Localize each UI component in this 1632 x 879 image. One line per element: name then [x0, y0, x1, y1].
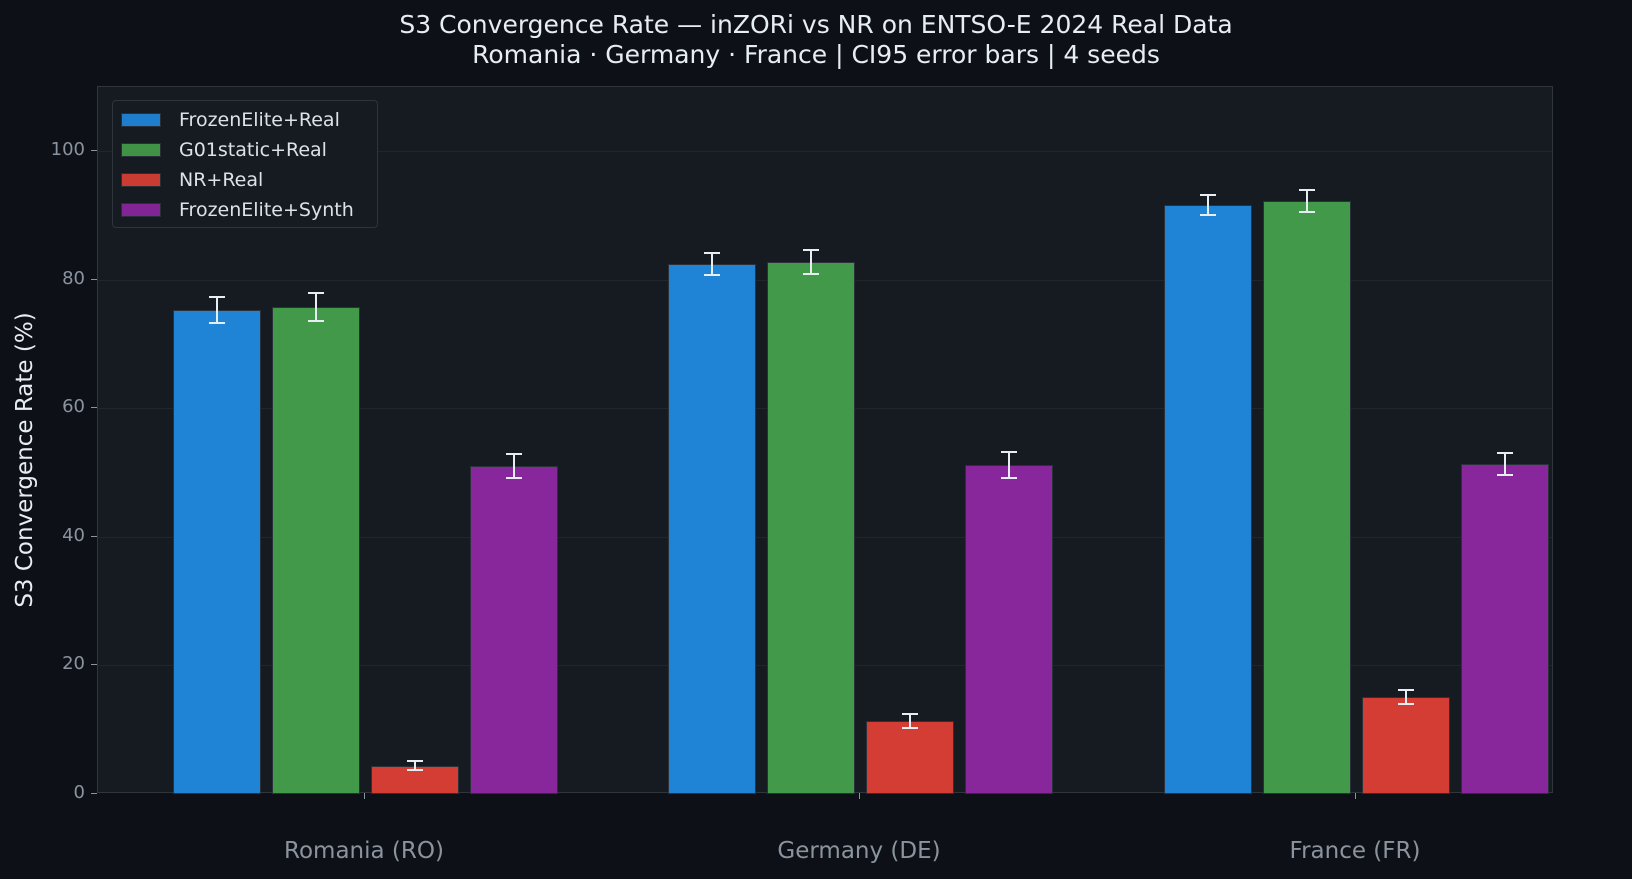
error-bar [908, 713, 911, 728]
y-tick-label: 40 [62, 524, 85, 546]
error-bar-cap [901, 726, 918, 729]
error-bar [710, 253, 713, 276]
error-bar-cap [307, 320, 324, 323]
error-bar-cap [802, 273, 819, 276]
error-bar-cap [1199, 213, 1216, 216]
error-bar-cap [703, 274, 720, 277]
y-tick [91, 278, 97, 280]
error-bar [809, 250, 812, 275]
legend-label: G01static+Real [179, 139, 327, 161]
bar-frozenelite-real-1 [667, 264, 756, 794]
error-bar-cap [505, 477, 522, 480]
legend-label: FrozenElite+Real [179, 109, 340, 131]
bar-frozenelite-real-2 [1163, 205, 1252, 794]
error-bar [1503, 453, 1506, 476]
y-tick [91, 407, 97, 409]
legend-label: NR+Real [179, 169, 264, 191]
bar-frozenelite-synth-1 [964, 464, 1053, 794]
chart-subtitle: Romania · Germany · France | CI95 error … [472, 40, 1160, 69]
y-tick-label: 0 [73, 782, 85, 803]
legend-swatch [121, 113, 161, 127]
error-bar [314, 293, 317, 322]
legend-swatch [121, 173, 161, 187]
error-bar-cap [802, 249, 819, 252]
y-tick [91, 664, 97, 666]
error-bar-cap [208, 295, 225, 298]
y-tick [91, 793, 97, 794]
y-tick [91, 150, 97, 151]
error-bar [413, 761, 416, 771]
bar-frozenelite-synth-2 [1460, 464, 1549, 794]
gridline [98, 151, 1552, 152]
error-bar [1305, 190, 1308, 213]
error-bar-cap [1000, 450, 1017, 453]
error-bar-cap [1000, 476, 1017, 479]
y-axis-title: S3 Convergence Rate (%) [12, 312, 38, 608]
error-bar [512, 453, 515, 479]
error-bar-cap [1298, 189, 1315, 192]
bar-g01static-real-0 [271, 307, 360, 794]
x-tick-label: France (FR) [1289, 838, 1421, 864]
legend-item-frozenelite-synth: FrozenElite+Synth [121, 196, 354, 224]
y-tick [91, 535, 97, 537]
y-tick-label: 80 [62, 267, 85, 289]
y-tick-label: 60 [62, 396, 85, 418]
error-bar-cap [307, 292, 324, 295]
legend-label: FrozenElite+Synth [179, 199, 354, 221]
bar-g01static-real-1 [766, 262, 855, 794]
error-bar [1404, 689, 1407, 704]
x-tick [1355, 793, 1356, 799]
bar-nr-real-2 [1361, 696, 1450, 794]
chart-title: S3 Convergence Rate — inZORi vs NR on EN… [399, 10, 1233, 39]
error-bar [1007, 451, 1010, 478]
bar-g01static-real-2 [1262, 201, 1351, 794]
x-tick-label: Germany (DE) [777, 838, 941, 864]
x-tick [364, 793, 365, 799]
error-bar-cap [1397, 702, 1414, 705]
error-bar [215, 296, 218, 323]
x-tick-label: Romania (RO) [284, 838, 444, 864]
legend-item-frozenelite-real: FrozenElite+Real [121, 106, 340, 134]
plot-area [97, 86, 1553, 794]
error-bar-cap [406, 760, 423, 763]
error-bar [1206, 195, 1209, 215]
error-bar-cap [208, 321, 225, 324]
error-bar-cap [703, 252, 720, 255]
x-tick [859, 793, 860, 799]
error-bar-cap [1496, 474, 1513, 477]
bar-nr-real-1 [865, 720, 954, 794]
error-bar-cap [406, 769, 423, 772]
bar-frozenelite-synth-0 [469, 466, 558, 794]
error-bar-cap [1199, 194, 1216, 197]
legend-item-g01static-real: G01static+Real [121, 136, 327, 164]
legend-swatch [121, 143, 161, 157]
error-bar-cap [505, 452, 522, 455]
y-tick-label: 20 [62, 653, 85, 675]
y-tick-label: 100 [50, 139, 85, 160]
bar-frozenelite-real-0 [172, 309, 261, 794]
error-bar-cap [1298, 211, 1315, 214]
legend-item-nr-real: NR+Real [121, 166, 263, 194]
error-bar-cap [901, 712, 918, 715]
error-bar-cap [1397, 688, 1414, 691]
error-bar-cap [1496, 452, 1513, 455]
legend: FrozenElite+Real G01static+Real NR+Real … [112, 100, 378, 228]
legend-swatch [121, 203, 161, 217]
